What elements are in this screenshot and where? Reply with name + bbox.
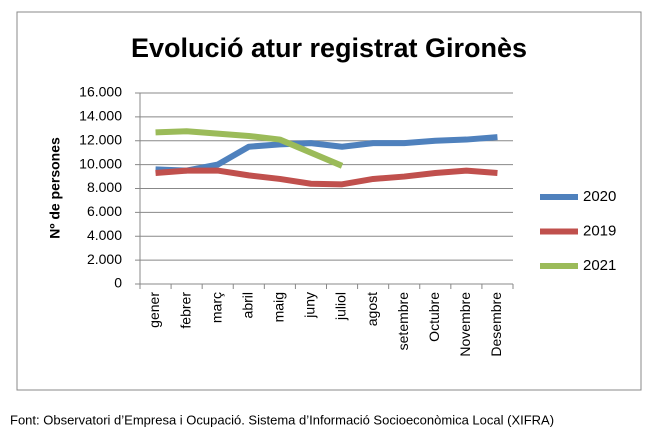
x-tick-label: març [208,292,224,323]
legend-label: 2020 [583,188,616,205]
chart-frame [16,11,642,391]
legend-label: 2019 [583,222,616,239]
x-tick-label: juny [302,292,318,319]
x-tick-label: Octubre [426,292,442,342]
y-tick-label: 14.000 [79,108,122,124]
x-tick-label: Novembre [457,292,473,357]
y-axis-label: Nº de persones [47,137,63,239]
series-line [155,128,344,169]
x-tick-label: febrer [177,292,193,329]
y-tick-label: 10.000 [79,155,122,171]
y-tick-label: 6.000 [87,203,122,219]
series-line [155,167,498,188]
y-tick-label: 12.000 [79,131,122,147]
x-tick-label: juliol [333,292,349,321]
y-tick-label: 4.000 [87,227,122,243]
chart-title: Evolució atur registrat Gironès [131,33,527,63]
y-tick-label: 16.000 [79,84,122,100]
x-tick-label: abril [239,292,255,318]
y-tick-label: 0 [114,275,122,291]
y-tick-label: 2.000 [87,251,122,267]
x-tick-label: maig [271,292,287,322]
legend-label: 2021 [583,257,616,274]
y-tick-label: 8.000 [87,179,122,195]
x-tick-label: agost [364,292,380,326]
x-tick-label: setembre [395,292,411,351]
series-line [155,134,498,174]
x-tick-label: gener [146,292,162,328]
source-note: Font: Observatori d’Empresa i Ocupació. … [10,412,554,427]
x-tick-label: Desembre [488,292,504,357]
